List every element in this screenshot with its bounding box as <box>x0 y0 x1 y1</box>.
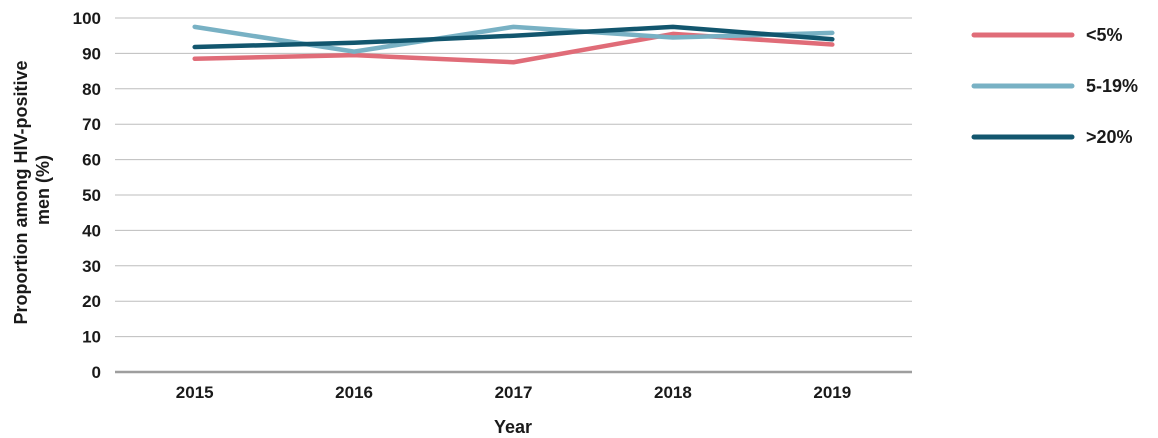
y-tick-label: 50 <box>82 186 101 205</box>
y-axis-title: Proportion among HIV-positive men (%) <box>11 55 53 324</box>
y-tick-label: 100 <box>73 9 101 28</box>
y-tick-label: 70 <box>82 115 101 134</box>
x-axis-title: Year <box>494 417 532 437</box>
legend: <5% 5-19% >20% <box>971 25 1138 147</box>
y-tick-label: 20 <box>82 292 101 311</box>
legend-label: 5-19% <box>1086 76 1138 96</box>
x-axis: 2015 2016 2017 2018 2019 <box>115 370 912 402</box>
series-lines <box>192 24 835 65</box>
x-tick-label: 2017 <box>495 383 533 402</box>
y-tick-label: 60 <box>82 151 101 170</box>
y-tick-label: 80 <box>82 80 101 99</box>
series-line-3 <box>192 24 835 50</box>
x-tick-label: 2015 <box>176 383 214 402</box>
legend-label: >20% <box>1086 127 1133 147</box>
y-axis: 0 10 20 30 40 50 60 70 80 90 100 <box>73 9 101 382</box>
y-tick-label: 90 <box>82 44 101 63</box>
y-tick-label: 40 <box>82 221 101 240</box>
y-axis-title-line-2: men (%) <box>33 155 53 225</box>
y-tick-label: 30 <box>82 257 101 276</box>
y-axis-title-line-1: Proportion among HIV-positive <box>11 61 31 325</box>
y-tick-label: 0 <box>92 363 101 382</box>
legend-label: <5% <box>1086 25 1123 45</box>
gridlines <box>115 17 912 338</box>
y-tick-label: 10 <box>82 328 101 347</box>
x-tick-label: 2019 <box>813 383 851 402</box>
series-line-1 <box>192 31 835 65</box>
x-tick-label: 2018 <box>654 383 692 402</box>
x-tick-label: 2016 <box>335 383 373 402</box>
